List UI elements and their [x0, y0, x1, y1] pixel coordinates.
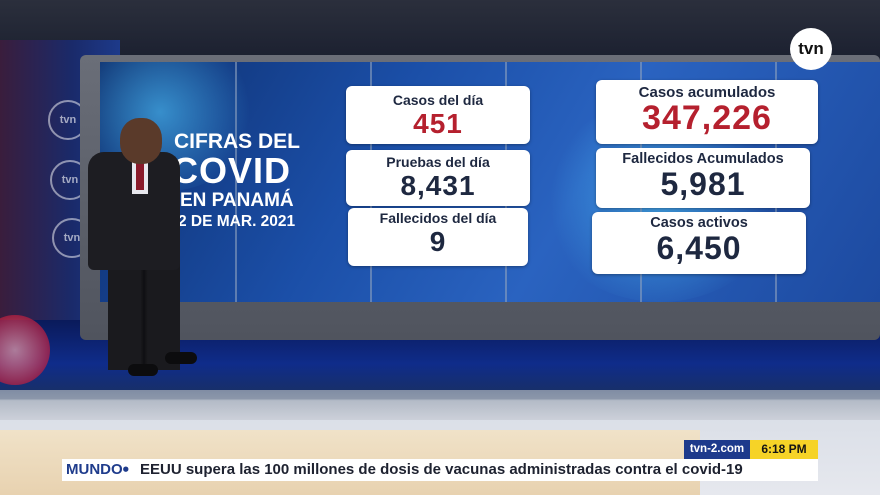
stat-label: Casos acumulados [638, 84, 776, 101]
stat-card-casos-acumulados: Casos acumulados 347,226 [596, 80, 818, 144]
stat-value: 5,981 [660, 166, 746, 202]
anchor-shoe [128, 364, 158, 376]
anchor-head [120, 118, 162, 164]
stat-card-fallecidos-del-dia: Fallecidos del día 9 [348, 208, 528, 266]
stat-value: 451 [413, 108, 463, 139]
stat-card-casos-del-dia: Casos del día 451 [346, 86, 530, 144]
stat-label: Casos del día [392, 92, 484, 108]
ticker-headline: EEUU supera las 100 millones de dosis de… [140, 461, 743, 478]
studio-desk-edge [0, 390, 880, 420]
stat-value: 9 [429, 226, 447, 257]
graphic-title-line-4: 2 DE MAR. 2021 [178, 213, 296, 230]
clock-time: 6:18 PM [750, 440, 818, 459]
stat-label: Fallecidos Acumulados [622, 151, 784, 167]
stat-value: 347,226 [642, 99, 772, 137]
stat-card-casos-activos: Casos activos 6,450 [592, 212, 806, 274]
ticker-category: MUNDO [66, 461, 123, 478]
channel-website: tvn-2.com [684, 440, 750, 459]
anchor-shoe [165, 352, 197, 364]
anchor-tie [136, 158, 144, 190]
tvn-logo: tvn [790, 28, 832, 70]
stat-label: Casos activos [650, 215, 748, 231]
screen-divider [235, 62, 237, 302]
stat-value: 6,450 [656, 230, 742, 266]
stat-card-fallecidos-acumulados: Fallecidos Acumulados 5,981 [596, 148, 810, 208]
news-ticker-bar [62, 459, 818, 481]
stat-label: Pruebas del día [386, 154, 490, 170]
stat-value: 8,431 [400, 170, 476, 201]
stat-label: Fallecidos del día [379, 210, 497, 226]
graphic-title-line-1: CIFRAS DEL [174, 130, 300, 153]
ticker-separator: • [121, 461, 131, 479]
studio-ceiling [0, 0, 880, 60]
stat-card-pruebas-del-dia: Pruebas del día 8,431 [346, 150, 530, 206]
graphic-title-line-2: COVID [172, 150, 292, 191]
graphic-title-line-3: EN PANAMÁ [180, 190, 294, 211]
